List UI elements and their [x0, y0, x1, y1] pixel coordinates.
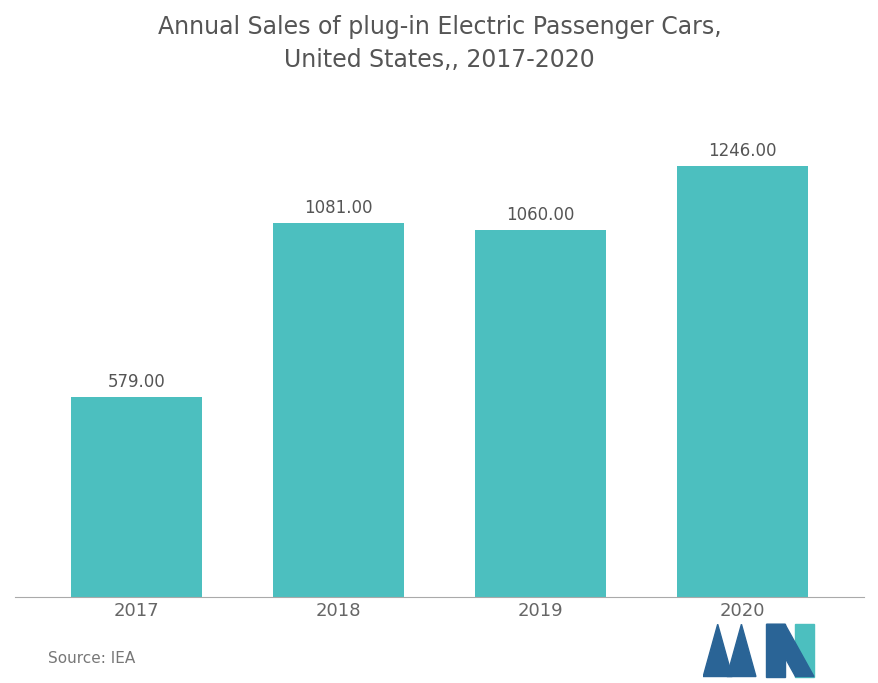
Polygon shape: [766, 624, 784, 676]
Bar: [70, 397, 202, 598]
Polygon shape: [726, 624, 755, 676]
Polygon shape: [702, 624, 731, 676]
Polygon shape: [766, 624, 813, 676]
Text: 1081.00: 1081.00: [304, 199, 372, 217]
Text: Source: IEA: Source: IEA: [48, 651, 135, 666]
Text: 1060.00: 1060.00: [506, 206, 574, 224]
Bar: [272, 223, 404, 598]
Bar: [474, 230, 606, 598]
Bar: [676, 166, 808, 598]
Text: 1246.00: 1246.00: [708, 141, 776, 160]
Title: Annual Sales of plug-in Electric Passenger Cars,
United States,, 2017-2020: Annual Sales of plug-in Electric Passeng…: [157, 15, 721, 72]
Polygon shape: [795, 624, 813, 676]
Text: 579.00: 579.00: [107, 373, 165, 391]
